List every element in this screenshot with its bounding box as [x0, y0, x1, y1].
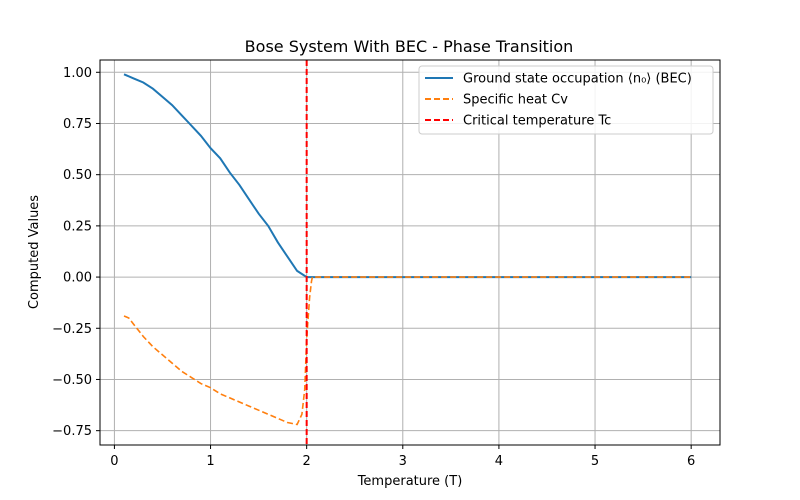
x-tick-label: 4: [495, 454, 503, 469]
chart-title: Bose System With BEC - Phase Transition: [245, 37, 574, 56]
y-tick-label: −0.50: [52, 373, 92, 388]
bec-occupation-line: [123, 73, 692, 279]
legend-specific-heat-label: Specific heat Cv: [463, 93, 568, 108]
y-tick-label: −0.25: [52, 322, 92, 337]
x-axis-label: Temperature (T): [357, 474, 463, 489]
specific-heat-line: [123, 276, 692, 426]
legend-box: [418, 65, 714, 135]
x-tick-label: 0: [110, 454, 118, 469]
legend-critical-temperature-label: Critical temperature Tc: [463, 114, 611, 129]
legend: Ground state occupation ⟨n₀⟩ (BEC) Specif…: [418, 65, 714, 135]
y-tick-label: 0.50: [63, 168, 92, 183]
plot-series: [123, 60, 692, 445]
x-tick-label: 6: [687, 454, 695, 469]
x-tick-label: 2: [303, 454, 311, 469]
x-tick-label: 3: [399, 454, 407, 469]
y-tick-label: 0.25: [63, 219, 92, 234]
y-tick-label: 1.00: [63, 66, 92, 81]
y-tick-label: 0.75: [63, 117, 92, 132]
y-tick-label: 0.00: [63, 271, 92, 286]
axis-ticks: 0 1 2 3 4 5 6 −0.75 −0.50 −0.25 0.00 0.25 0.50 0.75 1.…: [52, 66, 695, 469]
x-tick-label: 1: [206, 454, 214, 469]
x-tick-label: 5: [591, 454, 599, 469]
legend-bec-occupation-label: Ground state occupation ⟨n₀⟩ (BEC): [463, 72, 692, 87]
y-axis-label: Computed Values: [27, 195, 42, 309]
plot-frame: [99, 59, 721, 446]
y-tick-label: −0.75: [52, 424, 92, 439]
